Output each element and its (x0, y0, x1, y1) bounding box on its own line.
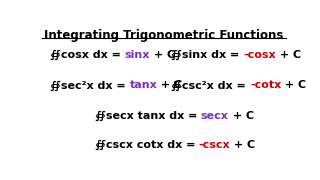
Text: ∯csc²x dx =: ∯csc²x dx = (172, 80, 250, 91)
Text: -cosx: -cosx (244, 50, 276, 60)
Text: ∯sec²x dx =: ∯sec²x dx = (50, 80, 129, 91)
Text: + C: + C (230, 140, 256, 150)
Text: + C: + C (276, 50, 301, 60)
Text: + C: + C (150, 50, 175, 60)
Text: sinx: sinx (125, 50, 150, 60)
Text: tanx: tanx (129, 80, 157, 90)
Text: + C: + C (157, 80, 182, 90)
Text: -cscx: -cscx (199, 140, 230, 150)
Text: Integrating Trigonometric Functions: Integrating Trigonometric Functions (44, 28, 284, 42)
Text: ∯cosx dx =: ∯cosx dx = (50, 50, 125, 60)
Text: + C: + C (281, 80, 307, 90)
Text: ∯cscx cotx dx =: ∯cscx cotx dx = (95, 140, 199, 150)
Text: + C: + C (229, 111, 254, 121)
Text: ∯sinx dx =: ∯sinx dx = (172, 50, 244, 60)
Text: secx: secx (201, 111, 229, 121)
Text: ∯secx tanx dx =: ∯secx tanx dx = (95, 111, 201, 121)
Text: -cotx: -cotx (250, 80, 281, 90)
